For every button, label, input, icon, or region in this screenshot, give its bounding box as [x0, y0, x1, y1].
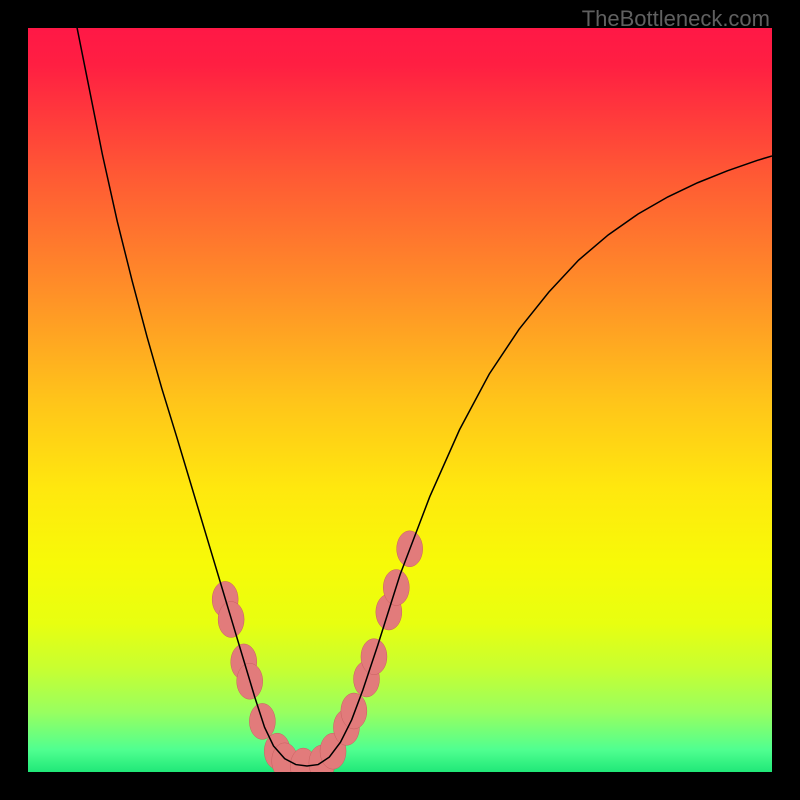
plot-area — [28, 28, 772, 772]
data-marker — [341, 693, 367, 729]
plot-background — [28, 28, 772, 772]
watermark-text: TheBottleneck.com — [582, 6, 770, 32]
plot-svg — [28, 28, 772, 772]
